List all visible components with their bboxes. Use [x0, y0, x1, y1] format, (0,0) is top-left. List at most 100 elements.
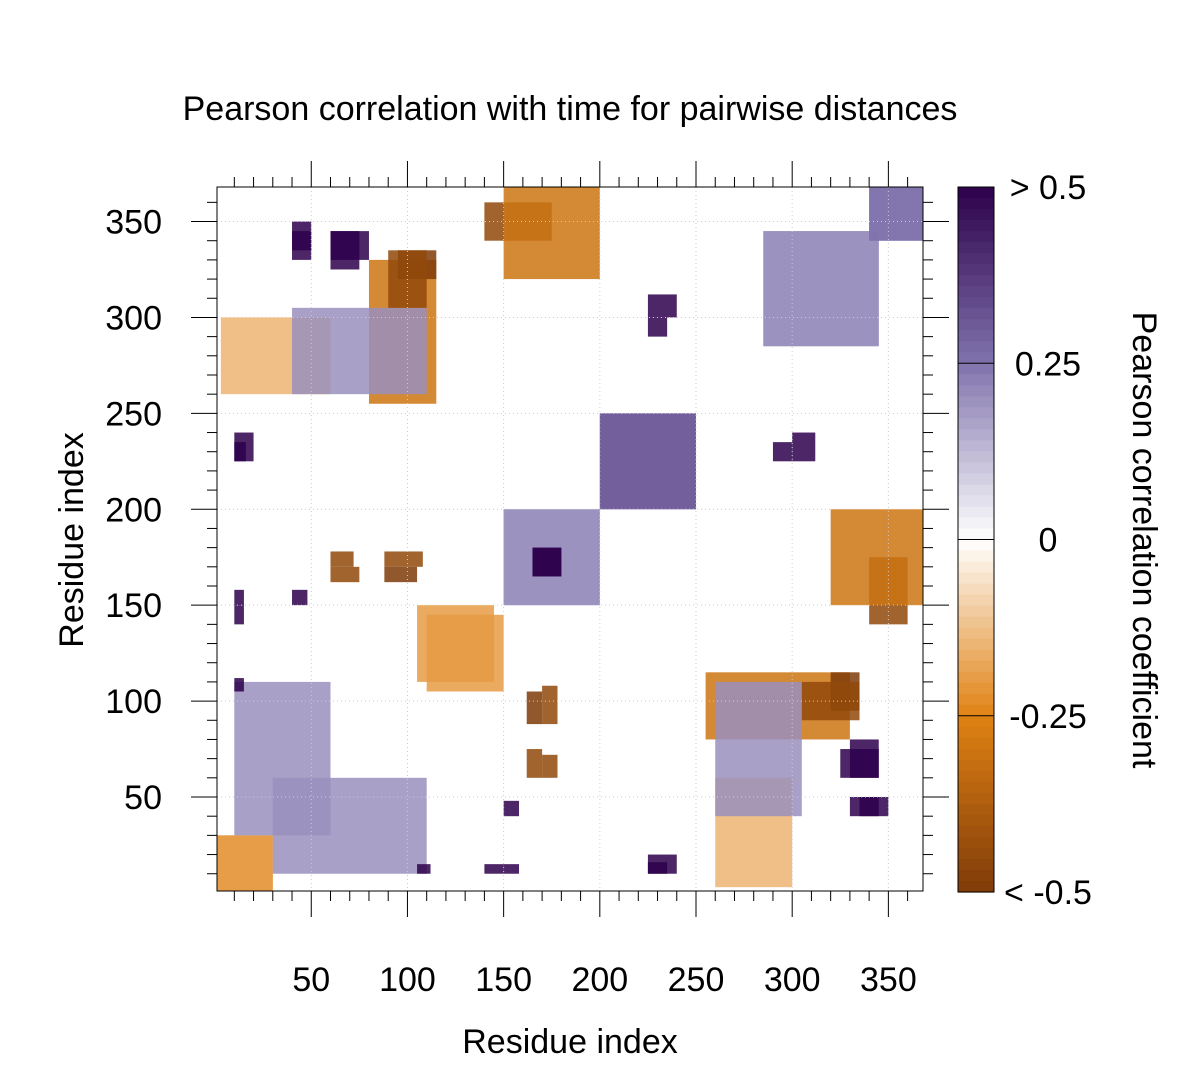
heatmap-cell: [384, 551, 423, 567]
heatmap-cell: [234, 589, 244, 606]
heatmap-cell: [647, 854, 677, 874]
x-tick-label: 150: [475, 961, 532, 999]
colorbar-swatch: [958, 198, 994, 210]
heatmap-cell: [330, 231, 360, 270]
colorbar-swatch: [958, 715, 994, 728]
colorbar-swatch: [958, 671, 994, 684]
colorbar-swatch: [958, 396, 994, 408]
colorbar-swatch: [958, 484, 994, 497]
colorbar-swatch: [958, 418, 994, 430]
colorbar-swatch: [958, 561, 994, 574]
colorbar-swatch: [958, 539, 994, 552]
chart-title: Pearson correlation with time for pairwi…: [183, 90, 958, 128]
colorbar-swatch: [958, 275, 994, 287]
colorbar-swatch: [958, 759, 994, 772]
colorbar-tick-label: > 0.5: [1010, 169, 1087, 207]
heatmap-cell: [484, 864, 504, 874]
heatmap-cells: [217, 187, 923, 891]
heatmap-cell: [292, 231, 312, 260]
colorbar-swatch: [958, 847, 994, 860]
colorbar-swatch: [958, 693, 994, 706]
colorbar-swatch: [958, 517, 994, 530]
heatmap-cell: [840, 749, 879, 778]
colorbar-swatch: [958, 308, 994, 320]
heatmap-cell: [526, 691, 543, 725]
heatmap-cell: [234, 605, 244, 625]
colorbar-swatch: [958, 341, 994, 353]
colorbar-swatch: [958, 781, 994, 794]
colorbar-swatch: [958, 550, 994, 563]
colorbar-swatch: [958, 209, 994, 221]
colorbar-swatch: [958, 792, 994, 805]
colorbar-swatch: [958, 726, 994, 739]
colorbar-swatch: [958, 319, 994, 331]
y-tick-labels: 50 100 150 200 250 300 350: [105, 204, 162, 817]
x-axis-label: Residue index: [462, 1023, 677, 1061]
heatmap-cell: [384, 566, 418, 583]
heatmap-cell: [542, 754, 558, 778]
colorbar-swatch: [958, 858, 994, 871]
y-tick-label: 250: [105, 395, 162, 433]
axis-ticks: [191, 161, 949, 917]
heatmap-cell: [330, 551, 354, 567]
heatmap-cell: [830, 509, 923, 606]
colorbar-tick-label: -0.25: [1009, 698, 1087, 736]
colorbar-swatch: [958, 627, 994, 640]
heatmap-cell: [792, 432, 816, 462]
heatmap-cell: [234, 432, 254, 462]
colorbar-tick-labels: > 0.5 0.25 0 -0.25 < -0.5: [1004, 169, 1092, 912]
colorbar-swatch: [958, 836, 994, 849]
colorbar-swatch: [958, 682, 994, 695]
x-tick-label: 350: [860, 961, 917, 999]
colorbar-swatch: [958, 451, 994, 463]
y-tick-label: 200: [105, 491, 162, 529]
heatmap-cell: [599, 413, 697, 510]
colorbar-tick-label: 0: [1039, 522, 1058, 560]
colorbar-swatch: [958, 473, 994, 486]
colorbar-swatch: [958, 462, 994, 475]
x-tick-label: 100: [379, 961, 436, 999]
heatmap-cell: [801, 681, 860, 721]
y-axis-label: Residue index: [53, 432, 91, 647]
heatmap-cell: [503, 864, 520, 874]
colorbar-swatch: [958, 594, 994, 607]
heatmap-cell: [772, 442, 793, 462]
colorbar-swatch: [958, 572, 994, 585]
x-tick-label: 200: [571, 961, 628, 999]
colorbar-swatch: [958, 605, 994, 618]
colorbar-swatch: [958, 286, 994, 298]
colorbar-swatch: [958, 825, 994, 838]
colorbar-swatch: [958, 506, 994, 519]
heatmap-cell: [869, 187, 923, 241]
x-tick-labels: 50 100 150 200 250 300 350: [292, 961, 916, 999]
heatmap-cell: [292, 589, 308, 606]
x-tick-label: 250: [668, 961, 725, 999]
colorbar-swatch: [958, 231, 994, 243]
colorbar-swatch: [958, 880, 994, 893]
y-tick-label: 150: [105, 587, 162, 625]
x-tick-label: 50: [292, 961, 330, 999]
x-tick-label: 300: [764, 961, 821, 999]
y-tick-label: 300: [105, 299, 162, 337]
colorbar-swatch: [958, 407, 994, 419]
colorbar-tick-label: < -0.5: [1004, 874, 1092, 912]
y-tick-label: 350: [105, 204, 162, 242]
colorbar-swatch: [958, 363, 994, 375]
heatmap-cell: [234, 678, 244, 692]
heatmap-cell: [647, 294, 677, 318]
colorbar-swatch: [958, 253, 994, 265]
colorbar-swatch: [958, 583, 994, 596]
heatmap-cell: [217, 835, 273, 891]
colorbar-swatch: [958, 495, 994, 508]
plot-frame: [216, 186, 924, 892]
colorbar-swatch: [958, 748, 994, 761]
heatmap-cell: [272, 777, 427, 874]
colorbar-swatch: [958, 440, 994, 452]
heatmap-cell: [715, 681, 802, 817]
heatmap-cell: [503, 800, 520, 817]
heatmap-cell: [330, 566, 360, 583]
colorbar-swatch: [958, 704, 994, 717]
colorbar-swatch: [958, 374, 994, 386]
colorbar-swatch: [958, 770, 994, 783]
